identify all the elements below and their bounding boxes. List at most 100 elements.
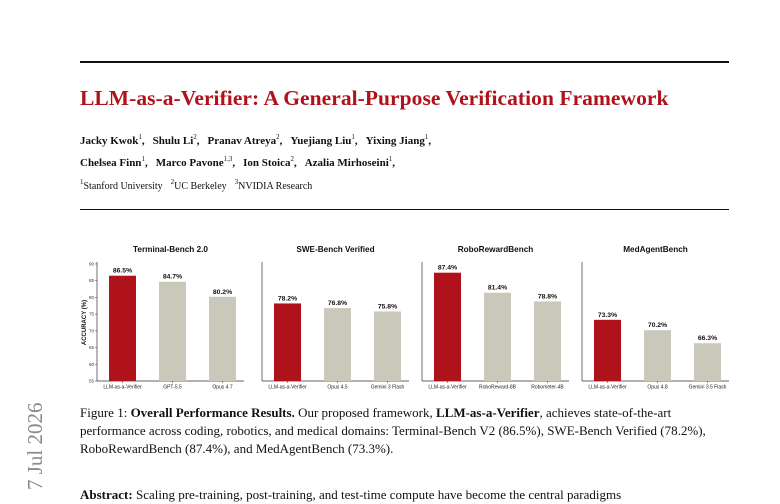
y-tick-label: 70 (89, 328, 95, 333)
caption-text-2: , achieves state-of-the-art performance … (80, 405, 706, 456)
author-affiliation-mark: 1 (138, 133, 142, 141)
author-affiliation-mark: 2 (290, 155, 294, 163)
author-affiliation-mark: 1 (424, 133, 429, 141)
author: Azalia Mirhoseini1, (304, 155, 396, 170)
bar-baseline (374, 311, 401, 381)
bar-value-label: 76.8% (328, 300, 347, 307)
x-tick-label: RoboReward-8B (479, 385, 517, 391)
bottom-rule (80, 209, 729, 210)
y-tick-label: 80 (89, 295, 95, 300)
affiliation-mark: 1 (80, 178, 84, 186)
bar-value-label: 86.5% (113, 268, 132, 275)
bar-value-label: 84.7% (163, 274, 182, 281)
bar-verifier (274, 303, 301, 381)
author: Yixing Jiang1, (365, 133, 432, 148)
x-tick-label: Opus 4.8 (647, 385, 668, 391)
author-name: Yixing Jiang (365, 135, 425, 147)
author-affiliation-mark: 2 (276, 133, 280, 141)
author: Jacky Kwok1, (80, 133, 145, 148)
bar-baseline (694, 343, 721, 381)
bar-baseline (209, 296, 236, 381)
x-tick-label: GPT-5.5 (163, 385, 182, 391)
author: Marco Pavone1,3, (155, 155, 236, 170)
bar-value-label: 78.2% (278, 295, 297, 302)
author-name: Azalia Mirhoseini (304, 157, 389, 169)
author-name: Pranav Atreya (207, 135, 277, 147)
author-name: Jacky Kwok (80, 135, 139, 147)
author: Shulu Li2, (152, 133, 200, 148)
y-tick-label: 55 (89, 379, 95, 384)
y-tick-label: 90 (89, 262, 95, 267)
y-tick-label: 65 (89, 345, 95, 350)
caption-framework-name: LLM-as-a-Verifier (435, 405, 540, 420)
author-name: Chelsea Finn (80, 157, 142, 169)
arxiv-side-stamp: 7 Jul 2026 (23, 402, 47, 490)
side-stamp-date: 7 Jul 2026 (23, 402, 47, 490)
affiliation-mark: 2 (170, 178, 175, 186)
affiliation-mark: 3 (234, 178, 239, 186)
affiliation-name: UC Berkeley (174, 181, 227, 192)
abstract-label: Abstract: (80, 487, 133, 502)
author-name: Marco Pavone (155, 157, 224, 169)
y-tick-label: 75 (89, 312, 95, 317)
author: Pranav Atreya2, (207, 133, 283, 148)
author-affiliation-mark: 1 (388, 155, 393, 163)
bar-value-label: 73.3% (598, 312, 617, 319)
bar-verifier (434, 272, 461, 381)
chart-title: MedAgentBench (623, 245, 688, 254)
affiliation-name: NVIDIA Research (238, 181, 313, 192)
author-name: Ion Stoica (243, 157, 291, 169)
abstract: Abstract: Scaling pre-training, post-tra… (80, 486, 732, 504)
author-affiliation-mark: 1 (351, 133, 355, 141)
performance-figure: Terminal-Bench 2.0 55 60 65 70 75 80 85 90 ACCURA… (82, 245, 729, 391)
affiliation: 1Stanford University (80, 178, 163, 193)
bar-baseline (534, 301, 561, 381)
author: Chelsea Finn1, (80, 155, 148, 170)
figure-caption: Figure 1: Overall Performance Results. O… (80, 404, 732, 458)
x-tick-label: Robometer-4B (531, 385, 564, 391)
x-tick-label: Gemini 3.5 Flash (689, 385, 727, 391)
y-axis-label: ACCURACY (%) (82, 300, 88, 345)
bar-value-label: 81.4% (488, 285, 507, 292)
author-affiliation-mark: 2 (193, 133, 197, 141)
chart-title: Terminal-Bench 2.0 (133, 245, 208, 254)
caption-heading: Overall Performance Results. (130, 405, 295, 420)
bar-verifier (594, 319, 621, 381)
bar-verifier (109, 275, 136, 381)
author: Ion Stoica2, (243, 155, 297, 170)
bar-baseline (484, 292, 511, 381)
x-tick-label: Gemini 3 Flash (371, 385, 405, 391)
bar-value-label: 87.4% (438, 265, 457, 272)
author-affiliation-mark: 1 (141, 155, 145, 163)
bar-value-label: 78.8% (538, 293, 557, 300)
author-list-row-1: Jacky Kwok1, Shulu Li2, Pranav Atreya2, Yue… (80, 133, 439, 148)
bar-baseline (644, 330, 671, 381)
bar-baseline (159, 281, 186, 381)
paper-title: LLM-as-a-Verifier: A General-Purpose Ver… (80, 86, 669, 110)
x-tick-label: LLM-as-a-Verifier (268, 385, 307, 391)
affiliation: 3NVIDIA Research (234, 178, 313, 193)
chart-title: RoboRewardBench (458, 245, 534, 254)
x-tick-label: LLM-as-a-Verifier (588, 385, 627, 391)
caption-label: Figure 1: (80, 405, 128, 420)
bar-value-label: 70.2% (648, 322, 667, 329)
author-name: Yuejiang Liu (290, 135, 352, 147)
y-tick-label: 85 (89, 278, 95, 283)
bar-value-label: 80.2% (213, 289, 232, 296)
affiliation-name: Stanford University (83, 181, 163, 192)
y-tick-label: 60 (89, 362, 95, 367)
affiliation: 2UC Berkeley (170, 178, 227, 193)
affiliations: 1Stanford University 2UC Berkeley 3NVIDIA … (80, 178, 320, 193)
bar-value-label: 75.8% (378, 303, 397, 310)
author-affiliation-mark: 1,3 (223, 155, 233, 163)
author-name: Shulu Li (152, 135, 194, 147)
x-tick-label: Opus 4.7 (212, 385, 233, 391)
author: Yuejiang Liu1, (290, 133, 358, 148)
abstract-text: Scaling pre-training, post-training, and… (132, 487, 622, 502)
top-rule (80, 61, 729, 63)
bar-value-label: 66.3% (698, 335, 717, 342)
author-list-row-2: Chelsea Finn1, Marco Pavone1,3, Ion Stoica… (80, 155, 403, 170)
x-tick-label: Opus 4.5 (327, 385, 348, 391)
bar-baseline (324, 308, 351, 381)
x-tick-label: LLM-as-a-Verifier (428, 385, 467, 391)
